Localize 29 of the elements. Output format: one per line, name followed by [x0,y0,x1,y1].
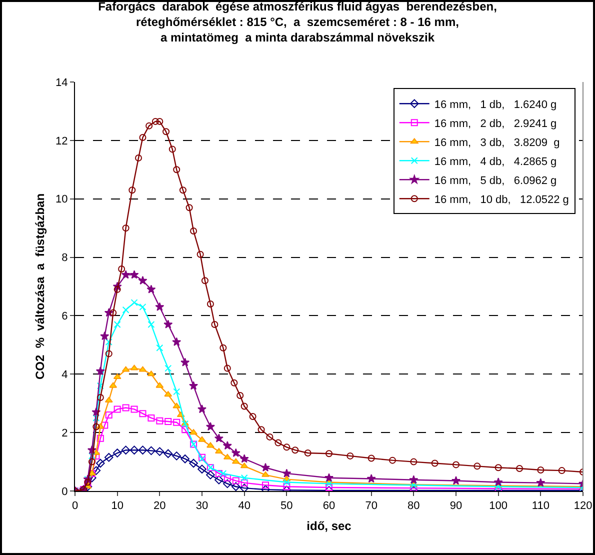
y-tick-label: 2 [62,427,68,440]
y-tick-label: 12 [56,135,68,148]
x-tick-label: 20 [154,500,166,512]
x-tick-label: 40 [238,500,250,512]
x-tick-label: 110 [532,500,550,512]
x-tick-label: 100 [489,500,508,512]
x-tick-label: 80 [408,500,420,512]
y-tick-label: 6 [62,310,68,323]
legend-label: 16 mm, 5 db, 6.0962 g [434,174,557,187]
y-tick-label: 10 [56,194,68,206]
x-tick-label: 50 [280,500,293,512]
legend-label: 16 mm, 1 db, 1.6240 g [434,98,557,111]
legend-label: 16 mm, 2 db, 2.9241 g [434,118,557,130]
x-tick-label: 60 [322,500,336,512]
y-tick-label: 8 [62,252,68,264]
x-tick-label: 30 [196,500,208,512]
x-tick-label: 120 [574,500,592,512]
legend-label: 16 mm, 4 db, 4.2865 g [434,156,557,168]
y-tick-label: 14 [56,76,68,89]
y-tick-label: 0 [62,486,68,498]
legend-label: 16 mm, 3 db, 3.8209 g [434,136,560,149]
x-tick-label: 0 [72,500,78,512]
y-tick-label: 4 [62,368,68,381]
x-tick-label: 90 [450,500,462,512]
x-axis-title: idő, sec [306,519,352,534]
x-tick-label: 70 [365,500,378,512]
y-axis-title: CO2 % változása a füstgázban [32,193,47,380]
x-tick-label: 10 [111,500,124,512]
legend-label: 16 mm, 10 db, 12.0522 g [434,194,569,206]
